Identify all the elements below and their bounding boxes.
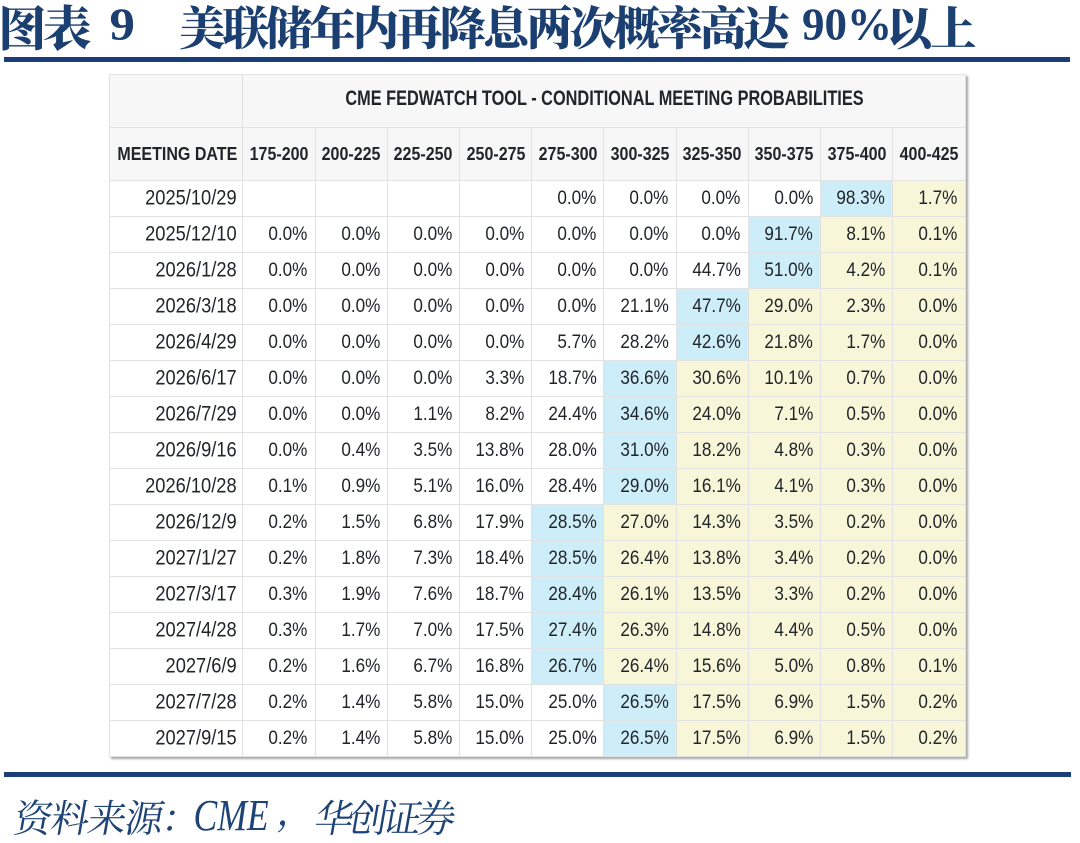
svg-text:9: 9 — [110, 0, 135, 50]
svg-text:90%: 90% — [802, 0, 892, 50]
svg-text:CME: CME — [194, 790, 269, 839]
